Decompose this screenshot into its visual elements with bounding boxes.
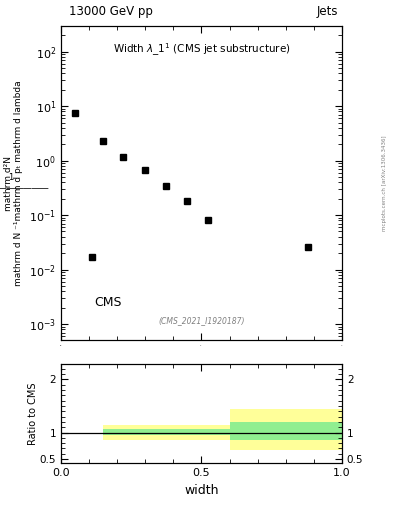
Text: (CMS_2021_I1920187): (CMS_2021_I1920187) (158, 316, 245, 325)
Text: mcplots.cern.ch [arXiv:1306.3436]: mcplots.cern.ch [arXiv:1306.3436] (382, 135, 387, 231)
Text: 13000 GeV pp: 13000 GeV pp (69, 5, 152, 18)
Text: Width $\lambda\_1^1$ (CMS jet substructure): Width $\lambda\_1^1$ (CMS jet substructu… (112, 41, 290, 58)
X-axis label: width: width (184, 484, 219, 497)
Text: Jets: Jets (316, 5, 338, 18)
Text: CMS: CMS (95, 296, 122, 309)
Y-axis label: Ratio to CMS: Ratio to CMS (28, 382, 38, 445)
Text: mathrm d²N
mathrm d N ⁻¹mathrm d pₜ mathrm d lambda: mathrm d²N mathrm d N ⁻¹mathrm d pₜ math… (4, 80, 23, 286)
Text: 1
―――――――――: 1 ――――――――― (0, 174, 48, 193)
